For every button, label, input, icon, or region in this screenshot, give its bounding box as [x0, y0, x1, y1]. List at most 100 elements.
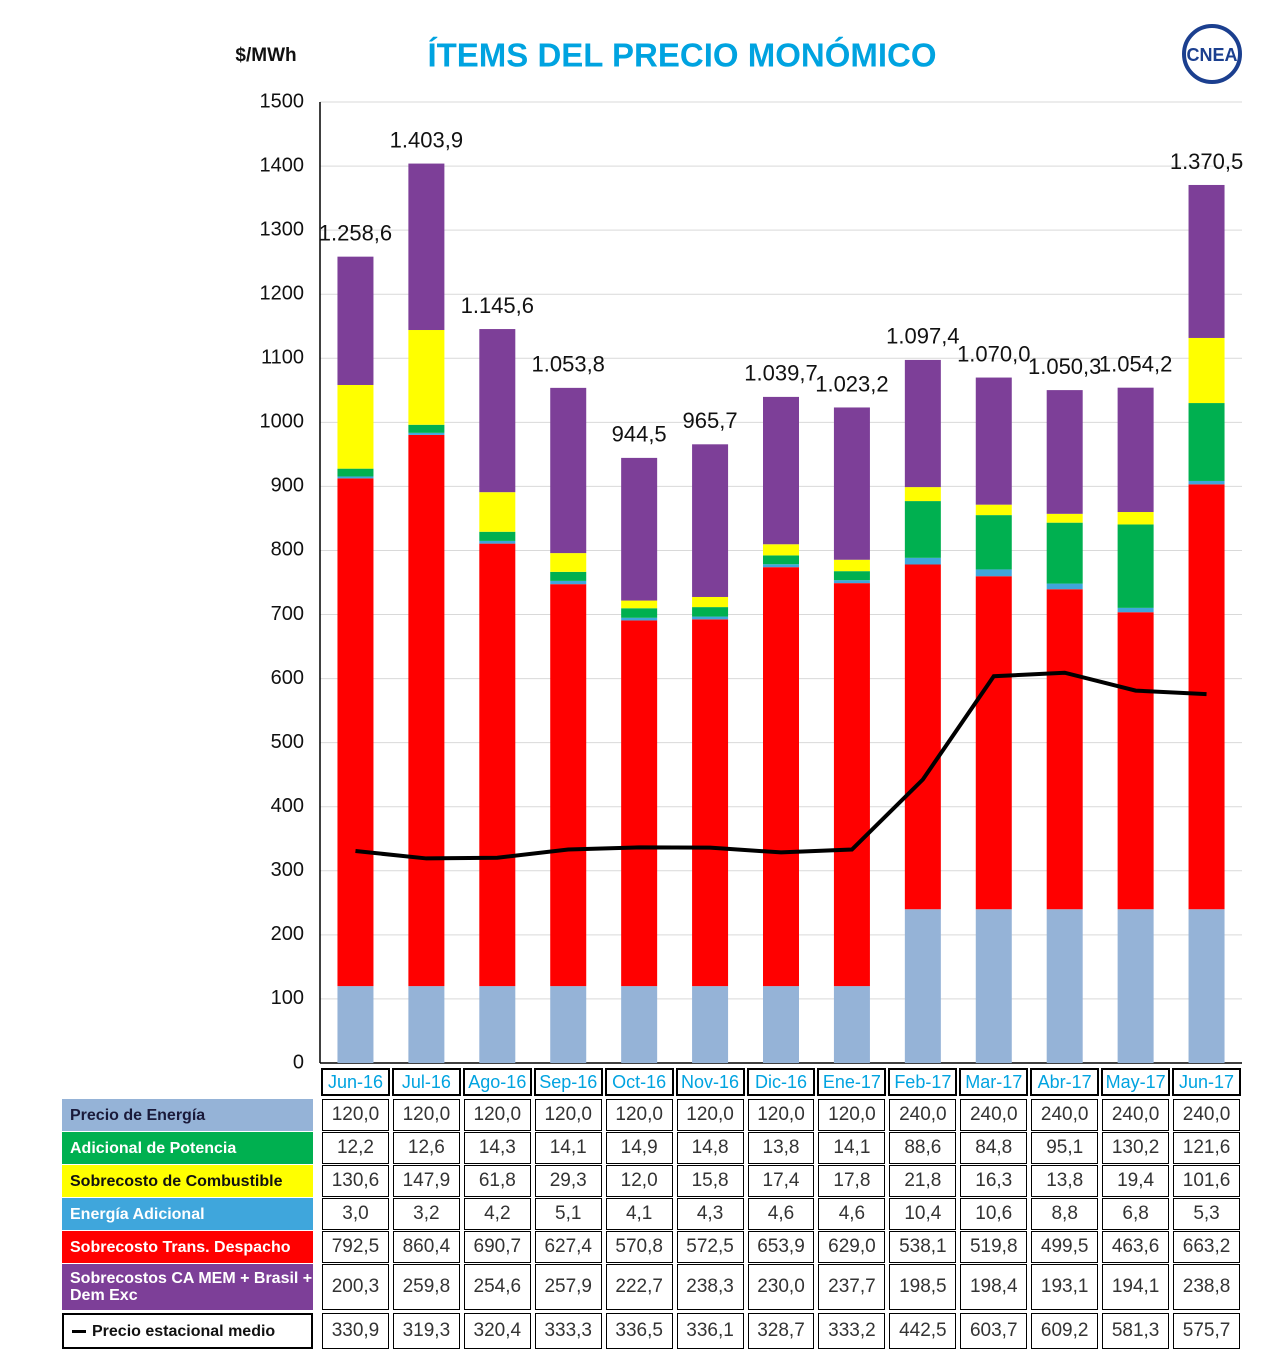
bar-segment	[692, 616, 729, 620]
bar-segment	[763, 567, 799, 987]
bar-segment	[408, 330, 445, 425]
table-cell: 690,7	[463, 1231, 531, 1263]
x-tick-label: Ago-16	[462, 1068, 532, 1096]
table-cell: 17,4	[747, 1165, 815, 1197]
table-cell: 14,1	[818, 1132, 886, 1164]
table-cell: 629,0	[818, 1231, 886, 1263]
bar-segment	[1046, 513, 1083, 523]
x-tick-label: Sep-16	[533, 1068, 603, 1096]
total-label: 1.370,5	[1170, 149, 1243, 174]
bar-segment	[1117, 387, 1154, 513]
legend-label: Adicional de Potencia	[70, 1139, 237, 1157]
legend-label: Sobrecostos CA MEM + Brasil + Dem Exc	[70, 1270, 313, 1304]
bar-segment	[408, 163, 445, 331]
table-cell: 5,1	[534, 1198, 602, 1230]
bar-segment	[763, 544, 799, 556]
table-cell: 792,5	[322, 1231, 389, 1263]
bar-segment	[1117, 607, 1154, 613]
bar-segment	[621, 986, 658, 1063]
table-cell: 603,7	[960, 1313, 1028, 1349]
table-cell: 101,6	[1173, 1165, 1240, 1197]
y-tick-label: 700	[271, 603, 304, 625]
bar-segment	[337, 478, 374, 987]
y-tick-label: 100	[271, 987, 304, 1009]
table-cell: 581,3	[1102, 1313, 1170, 1349]
table-cell: 12,2	[322, 1132, 389, 1164]
bar-segment	[479, 540, 516, 544]
total-label: 1.050,3	[1028, 354, 1101, 379]
table-cell: 14,3	[463, 1132, 531, 1164]
bar-segment	[692, 444, 729, 597]
legend-label: Sobrecosto de Combustible	[70, 1172, 283, 1190]
bar-segment	[1188, 184, 1225, 338]
table-cell: 88,6	[889, 1132, 957, 1164]
bar-segment	[1188, 480, 1225, 485]
bar-segment	[621, 620, 658, 987]
bar-segment	[1046, 909, 1083, 1063]
bar-segment	[904, 487, 941, 502]
table-cell: 193,1	[1031, 1264, 1099, 1310]
bar-segment	[833, 580, 870, 584]
total-label: 1.053,8	[532, 352, 605, 377]
line-series	[355, 670, 1207, 861]
x-tick-label: Ene-17	[817, 1068, 887, 1096]
total-label: 1.023,2	[815, 371, 888, 396]
bar-segment	[1117, 612, 1154, 910]
bar-segment	[975, 377, 1012, 505]
bar-segment	[904, 501, 941, 558]
bar-segment	[1046, 522, 1083, 584]
y-tick-label: 600	[271, 667, 304, 689]
table-cell: 10,4	[889, 1198, 957, 1230]
table-cell: 10,6	[960, 1198, 1028, 1230]
table-cell: 319,3	[392, 1313, 460, 1349]
legend-entry: Energía Adicional	[62, 1198, 313, 1230]
bar-segment	[337, 256, 374, 385]
table-cell: 12,6	[392, 1132, 460, 1164]
table-cell: 200,3	[322, 1264, 389, 1310]
y-tick-label: 500	[271, 731, 304, 753]
table-cell: 3,2	[392, 1198, 460, 1230]
bar-segment	[975, 576, 1012, 910]
y-tick-label: 0	[293, 1051, 304, 1073]
bar-segment	[833, 407, 870, 560]
bar-segment	[479, 531, 516, 541]
bar-segment	[692, 596, 729, 608]
bar-segment	[621, 608, 658, 618]
table-cell: 4,1	[605, 1198, 673, 1230]
bar-segment	[763, 396, 799, 545]
bar-segment	[833, 583, 870, 987]
bar-segment	[763, 564, 799, 568]
total-label: 1.039,7	[744, 361, 817, 386]
table-cell: 3,0	[322, 1198, 389, 1230]
bar-segment	[621, 600, 658, 609]
bar-segment	[975, 909, 1012, 1063]
x-tick-label: Abr-17	[1030, 1068, 1100, 1096]
x-tick-label: Mar-17	[959, 1068, 1029, 1096]
bar-segment	[692, 619, 729, 987]
bar-segment	[479, 986, 516, 1063]
bar-segment	[904, 557, 941, 565]
bar-segment	[550, 387, 587, 554]
table-cell: 130,2	[1102, 1132, 1170, 1164]
table-cell: 130,6	[322, 1165, 389, 1197]
chart-title: ÍTEMS DEL PRECIO MONÓMICO	[427, 37, 936, 74]
table-cell: 238,3	[676, 1264, 744, 1310]
legend-label: Energía Adicional	[70, 1205, 205, 1223]
table-cell: 519,8	[960, 1231, 1028, 1263]
table-cell: 572,5	[676, 1231, 744, 1263]
table-cell: 333,3	[534, 1313, 602, 1349]
table-cell: 333,2	[818, 1313, 886, 1349]
bar-segment	[975, 504, 1012, 516]
x-tick-label: Dic-16	[746, 1068, 816, 1096]
total-label: 965,7	[683, 408, 738, 433]
table-cell: 13,8	[747, 1132, 815, 1164]
y-tick-label: 800	[271, 539, 304, 561]
legend-entry: Sobrecosto Trans. Despacho	[62, 1231, 313, 1263]
table-cell: 442,5	[889, 1313, 957, 1349]
table-cell: 4,6	[747, 1198, 815, 1230]
table-cell: 14,1	[534, 1132, 602, 1164]
y-axis-label: $/MWh	[235, 45, 296, 66]
bar-segment	[833, 986, 870, 1063]
bar-segment	[833, 559, 870, 572]
